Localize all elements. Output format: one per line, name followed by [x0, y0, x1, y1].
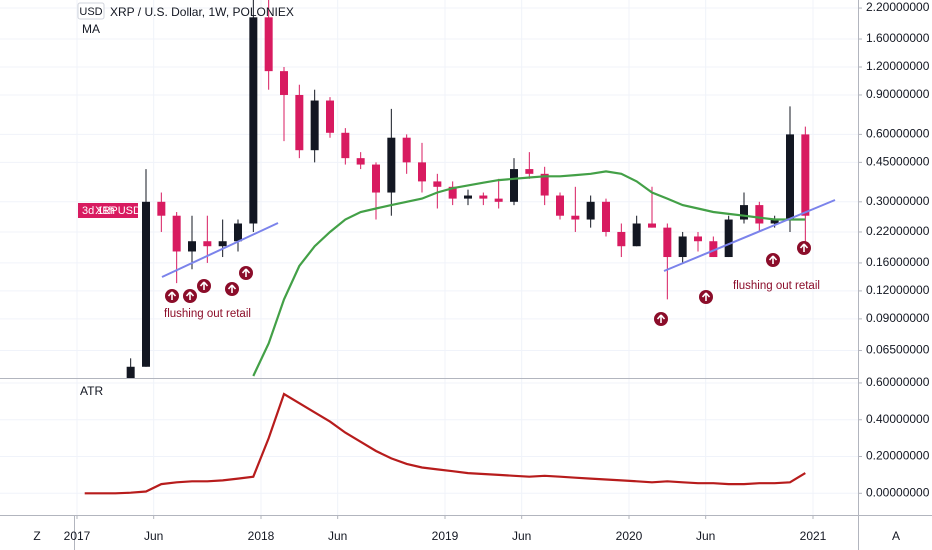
candle-body: [648, 223, 656, 228]
y-tick-label: 0.09000000: [866, 311, 930, 325]
trend-line: [161, 222, 279, 278]
candle-body: [786, 134, 794, 220]
atr-label: ATR: [80, 384, 103, 398]
candle-body: [448, 186, 457, 199]
candle-body: [295, 94, 304, 151]
y-tick-label: 0.16000000: [866, 255, 930, 269]
y-tick-label: 0.22000000: [866, 224, 930, 238]
candle-body: [433, 181, 442, 187]
candle-body: [172, 215, 181, 252]
candle-body: [402, 137, 411, 163]
trend-line: [663, 199, 836, 272]
candle-body: [372, 164, 380, 193]
y-tick-label: 0.45000000: [866, 155, 930, 169]
candle-body: [326, 100, 334, 133]
candle-body: [341, 132, 350, 159]
y-tick-label: 0.12000000: [866, 283, 930, 297]
y-tick-label: 0.20000000: [866, 449, 930, 463]
y-tick-label: 0.30000000: [866, 194, 930, 208]
y-tick-label: 0.60000000: [866, 375, 930, 389]
candle-body: [678, 236, 687, 258]
candle-body: [249, 17, 258, 224]
candle-body: [280, 71, 288, 95]
candle-body: [510, 169, 518, 202]
candle-body: [801, 134, 810, 216]
candle-body: [188, 241, 196, 252]
candle-body: [724, 219, 733, 258]
candle-body: [632, 223, 641, 247]
candle-body: [494, 198, 503, 202]
y-tick-label: 1.60000000: [866, 31, 930, 45]
candle-body: [709, 241, 718, 258]
candle-body: [464, 195, 472, 199]
y-tick-label: 0.00000000: [866, 485, 930, 499]
x-tick-label: Jun: [328, 529, 347, 543]
annotation: flushing out retail: [733, 280, 820, 292]
candle-body: [617, 231, 626, 247]
candle-body: [479, 195, 488, 199]
price-pane: [126, 0, 810, 378]
candle-body: [356, 158, 365, 165]
y-tick-label: 1.20000000: [866, 59, 930, 73]
x-tick-label: 2019: [432, 529, 459, 543]
x-tick-label: 2020: [616, 529, 643, 543]
candle-body: [755, 205, 764, 224]
x-tick-label: 2021: [800, 529, 827, 543]
candle-body: [586, 201, 595, 220]
moving-average: [252, 170, 806, 377]
atr-pane: [84, 392, 806, 495]
candle-body: [525, 169, 534, 174]
y-tick-label: 2.20000000: [866, 0, 930, 14]
candle-body: [157, 201, 166, 216]
candle-body: [387, 137, 396, 193]
symbol-tag: [78, 203, 138, 218]
candle-body: [540, 173, 549, 196]
candle-body: [694, 236, 702, 242]
candle-body: [203, 241, 212, 247]
y-tick-label: 0.06500000: [866, 343, 930, 357]
candle-body: [571, 215, 580, 220]
x-tick-label: Jun: [144, 529, 163, 543]
currency: USD: [79, 6, 102, 18]
candle-body: [740, 205, 748, 220]
symbol: XRPUSD: [95, 205, 141, 217]
button-a[interactable]: A: [892, 529, 900, 543]
candle-body: [770, 219, 779, 224]
candle-body: [218, 241, 227, 247]
x-tick-label: Jun: [512, 529, 531, 543]
y-tick-label: 0.90000000: [866, 87, 930, 101]
candle-body: [602, 201, 610, 232]
y-tick-label: 0.40000000: [866, 412, 930, 426]
grid: [0, 0, 858, 515]
currency-badge[interactable]: [77, 2, 105, 20]
button-z[interactable]: Z: [33, 529, 40, 543]
candle-body: [310, 100, 319, 151]
candle-body: [556, 195, 564, 216]
candle-body: [234, 223, 242, 242]
annotation: flushing out retail: [164, 308, 251, 320]
candle-body: [418, 162, 426, 182]
atr-line: [84, 392, 806, 495]
x-tick-label: 2018: [248, 529, 275, 543]
candle-body: [126, 366, 135, 378]
candle-body: [264, 17, 273, 72]
x-tick-label: 2017: [64, 529, 91, 543]
chart-title: XRP / U.S. Dollar, 1W, POLONIEX: [110, 5, 294, 19]
candle-body: [663, 227, 672, 258]
candle-body: [142, 201, 150, 367]
countdown: 3d 11h: [82, 205, 115, 217]
indicator-label: MA: [82, 22, 100, 36]
x-tick-label: Jun: [696, 529, 715, 543]
y-tick-label: 0.60000000: [866, 127, 930, 141]
